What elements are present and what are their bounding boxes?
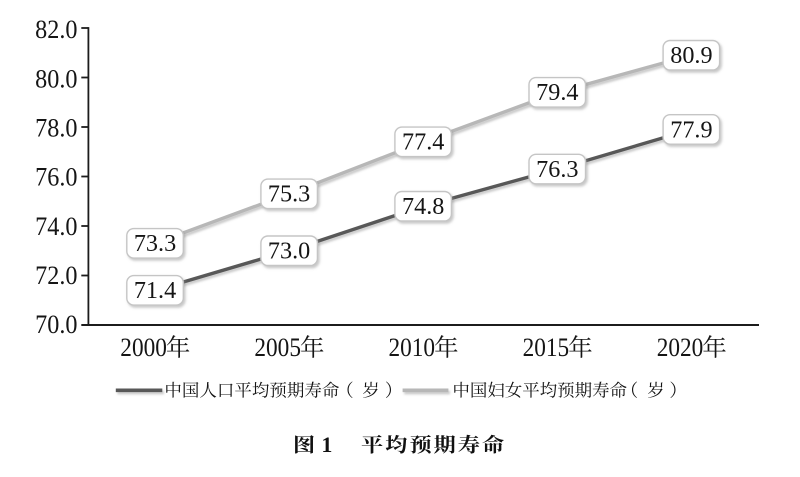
svg-text:76.3: 76.3 <box>536 156 578 183</box>
svg-text:2020: 2020 <box>657 334 704 362</box>
svg-text:77.4: 77.4 <box>402 129 444 156</box>
svg-text:2005: 2005 <box>254 334 301 362</box>
svg-text:76.0: 76.0 <box>35 163 77 192</box>
svg-text:2015: 2015 <box>523 334 570 362</box>
svg-text:74.0: 74.0 <box>35 212 77 241</box>
svg-text:80.9: 80.9 <box>670 42 712 69</box>
svg-text:73.3: 73.3 <box>134 230 176 257</box>
svg-text:78.0: 78.0 <box>35 114 77 143</box>
svg-text:82.0: 82.0 <box>35 15 77 44</box>
svg-text:79.4: 79.4 <box>536 79 578 106</box>
svg-text:72.0: 72.0 <box>35 261 77 290</box>
svg-text:70.0: 70.0 <box>35 310 77 339</box>
svg-text:2000: 2000 <box>120 334 167 362</box>
svg-text:75.3: 75.3 <box>268 181 310 208</box>
svg-text:71.4: 71.4 <box>134 277 176 304</box>
svg-text:73.0: 73.0 <box>268 238 310 265</box>
svg-text:1: 1 <box>321 432 332 457</box>
svg-text:74.8: 74.8 <box>402 193 444 220</box>
svg-text:2010: 2010 <box>389 334 436 362</box>
svg-text:80.0: 80.0 <box>35 64 77 93</box>
svg-text:77.9: 77.9 <box>670 116 712 143</box>
